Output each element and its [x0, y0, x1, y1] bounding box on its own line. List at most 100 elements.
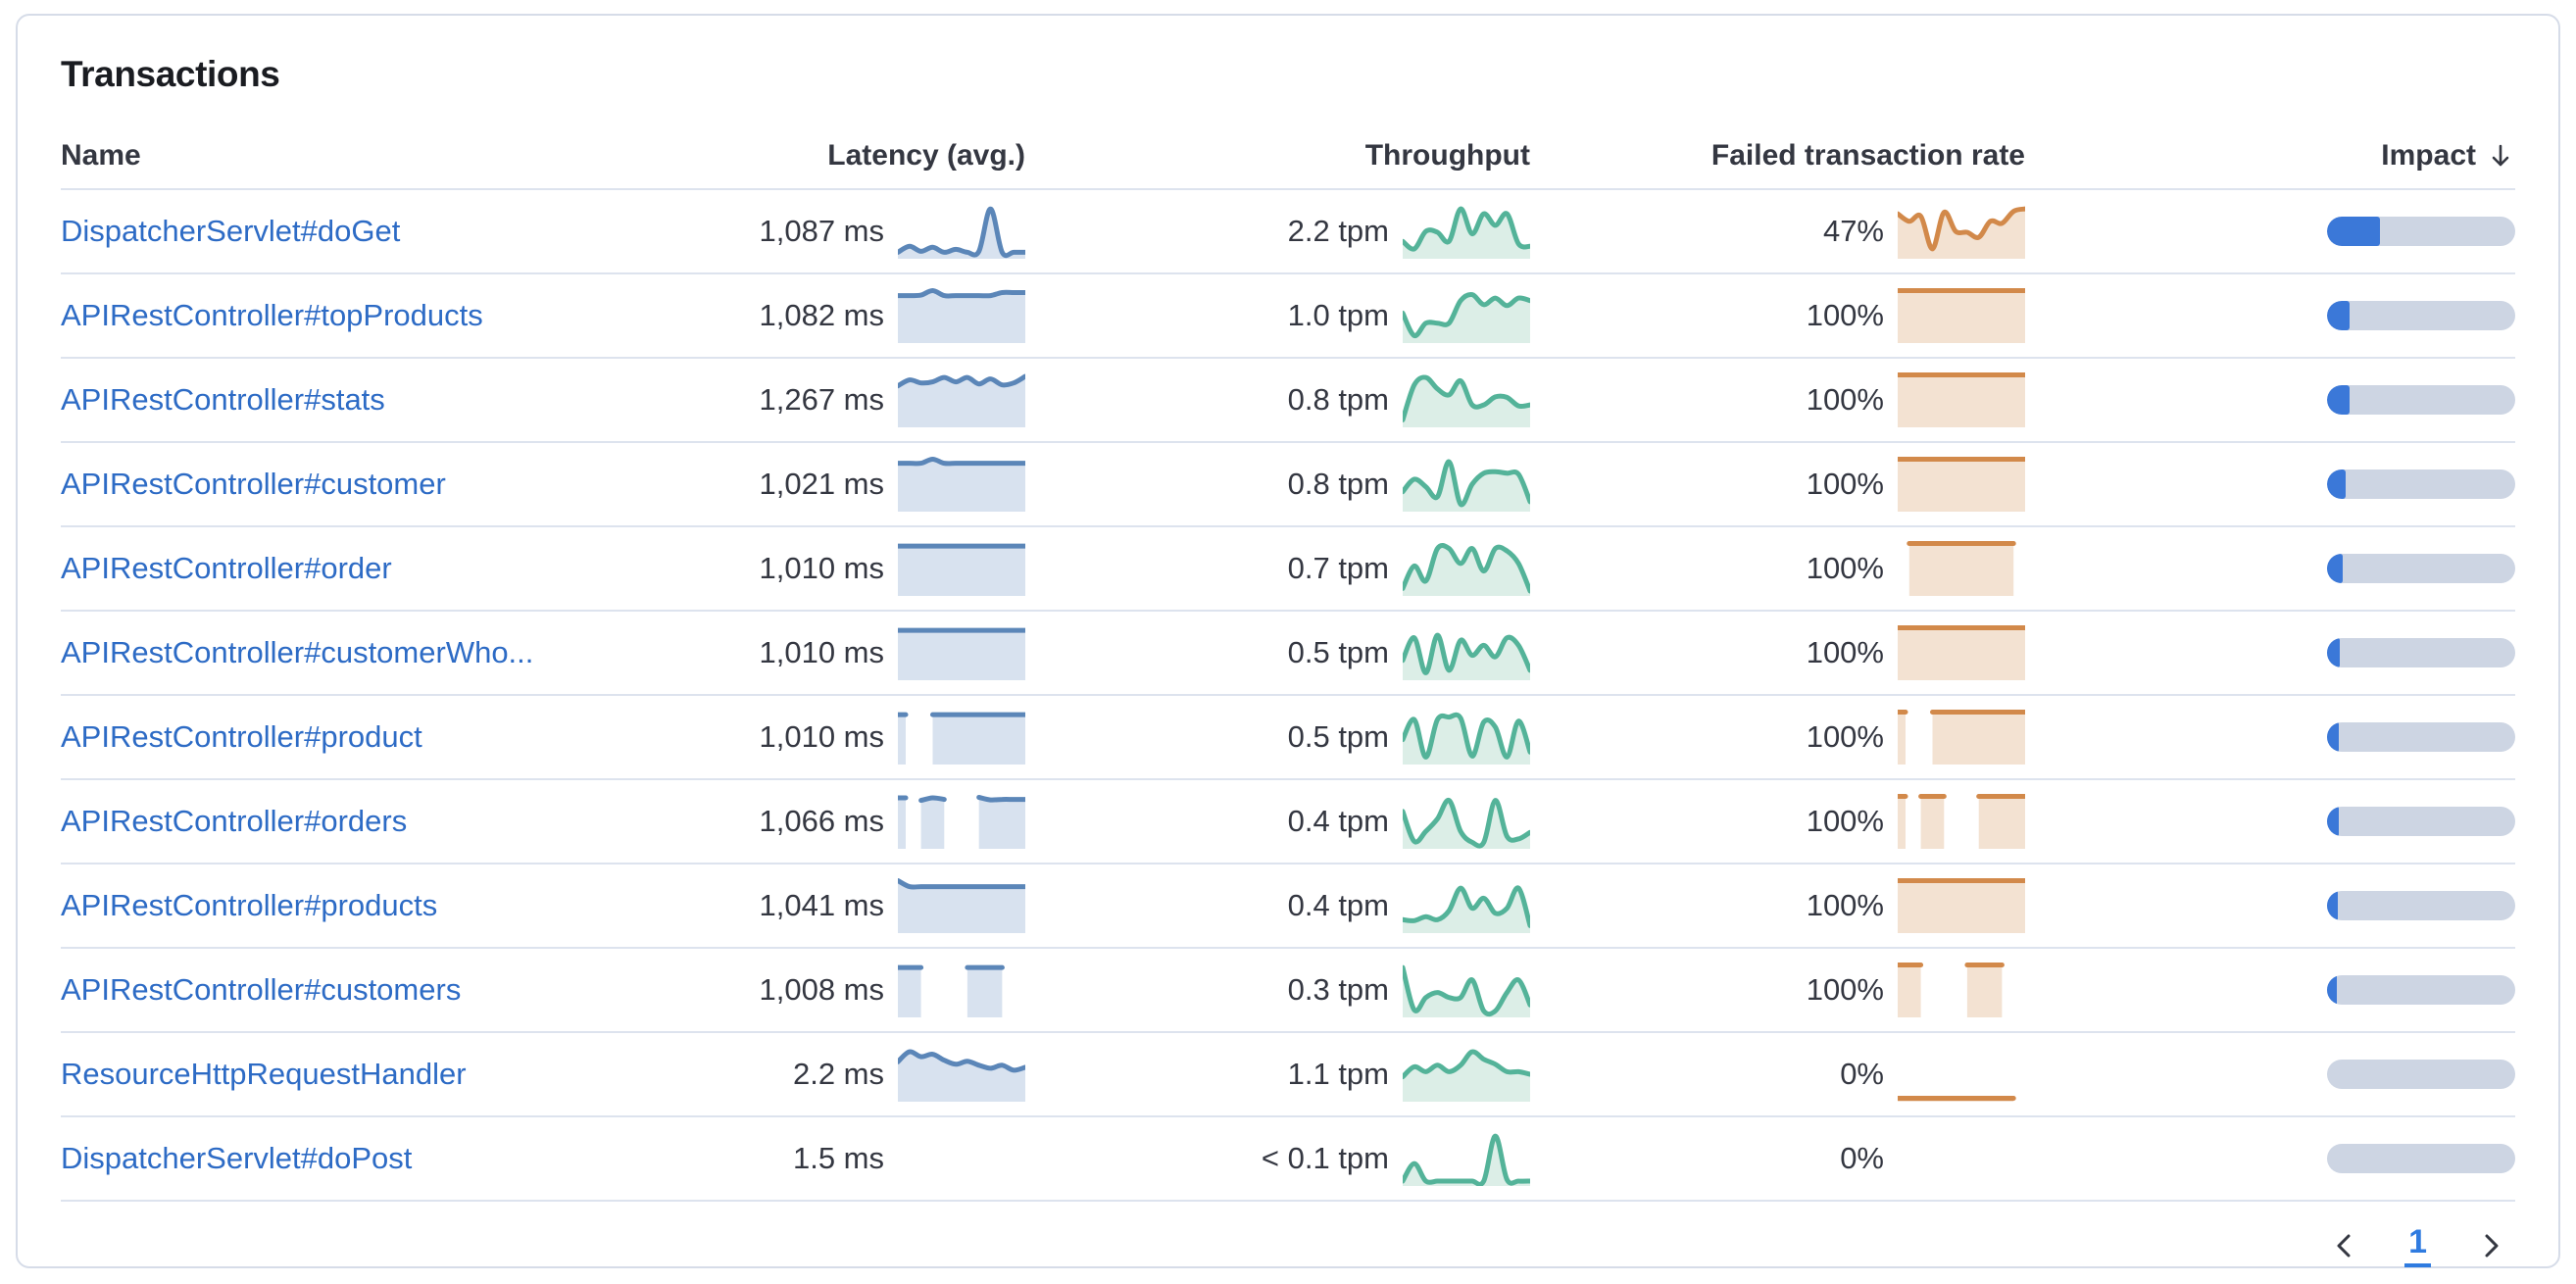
table-row: APIRestController#customer 1,021 ms 0.8 … — [61, 443, 2515, 527]
pagination: 1 — [61, 1223, 2515, 1267]
next-page-button[interactable] — [2472, 1227, 2509, 1264]
throughput-cell: 0.8 tpm — [1025, 372, 1533, 427]
table-body: DispatcherServlet#doGet 1,087 ms 2.2 tpm… — [61, 190, 2515, 1202]
throughput-value: 1.1 tpm — [1287, 1057, 1389, 1091]
throughput-cell: 1.0 tpm — [1025, 288, 1533, 343]
throughput-value: 2.2 tpm — [1287, 214, 1389, 248]
throughput-cell: 0.4 tpm — [1025, 878, 1533, 933]
transaction-link[interactable]: APIRestController#customers — [61, 972, 462, 1007]
panel-title: Transactions — [61, 54, 280, 94]
throughput-value: 0.3 tpm — [1287, 972, 1389, 1007]
previous-page-button[interactable] — [2326, 1227, 2363, 1264]
latency-value: 1,082 ms — [759, 298, 884, 332]
latency-sparkline — [895, 288, 1028, 343]
failed-rate-cell: 47% — [1530, 204, 2028, 259]
failed-rate-value: 100% — [1806, 972, 1884, 1007]
table-row: APIRestController#stats 1,267 ms 0.8 tpm… — [61, 359, 2515, 443]
latency-sparkline — [895, 204, 1028, 259]
latency-cell: 1,267 ms — [614, 372, 1028, 427]
impact-bar-fill — [2327, 469, 2347, 499]
throughput-cell: < 0.1 tpm — [1025, 1131, 1533, 1187]
latency-cell: 1,041 ms — [614, 878, 1028, 933]
latency-cell: 1,010 ms — [614, 541, 1028, 596]
impact-cell — [2025, 807, 2515, 836]
throughput-sparkline — [1400, 288, 1533, 343]
impact-cell — [2025, 1144, 2515, 1173]
impact-bar-fill — [2327, 385, 2351, 415]
name-cell: APIRestController#stats — [61, 382, 614, 418]
transaction-link[interactable]: APIRestController#order — [61, 551, 392, 585]
latency-value: 1,010 ms — [759, 635, 884, 669]
failed-rate-value: 47% — [1822, 214, 1884, 248]
impact-bar — [2327, 807, 2515, 836]
impact-cell — [2025, 469, 2515, 499]
failed-rate-sparkline — [1895, 372, 2028, 427]
failed-rate-value: 100% — [1806, 719, 1884, 754]
impact-cell — [2025, 975, 2515, 1005]
impact-bar-fill — [2327, 217, 2380, 246]
transaction-link[interactable]: DispatcherServlet#doGet — [61, 214, 401, 248]
name-cell: APIRestController#customerWho... — [61, 635, 614, 670]
failed-rate-cell: 100% — [1530, 372, 2028, 427]
impact-bar-fill — [2327, 975, 2337, 1005]
column-header-throughput[interactable]: Throughput — [1364, 139, 1530, 172]
name-cell: DispatcherServlet#doGet — [61, 214, 614, 249]
impact-bar — [2327, 975, 2515, 1005]
impact-bar-fill — [2327, 807, 2339, 836]
impact-bar — [2327, 554, 2515, 583]
transaction-link[interactable]: DispatcherServlet#doPost — [61, 1141, 413, 1175]
transaction-link[interactable]: APIRestController#stats — [61, 382, 385, 417]
throughput-value: 0.4 tpm — [1287, 804, 1389, 838]
latency-value: 1,010 ms — [759, 719, 884, 754]
failed-rate-cell: 100% — [1530, 963, 2025, 1017]
latency-sparkline — [895, 625, 1028, 680]
transaction-link[interactable]: APIRestController#topProducts — [61, 298, 483, 332]
latency-sparkline — [895, 794, 1028, 849]
latency-cell: 1,066 ms — [614, 794, 1028, 849]
throughput-sparkline — [1400, 794, 1533, 849]
latency-value: 2.2 ms — [792, 1057, 884, 1091]
failed-rate-value: 0% — [1840, 1141, 1884, 1175]
column-header-impact[interactable]: Impact — [2381, 139, 2515, 173]
failed-rate-cell: 100% — [1530, 541, 2025, 596]
impact-bar — [2327, 469, 2515, 499]
table-row: APIRestController#customers 1,008 ms 0.3… — [61, 949, 2515, 1033]
failed-rate-cell: 100% — [1530, 878, 2028, 933]
column-header-failed-rate[interactable]: Failed transaction rate — [1710, 139, 2025, 172]
transaction-link[interactable]: APIRestController#customerWho... — [61, 635, 534, 669]
latency-value: 1,041 ms — [759, 888, 884, 922]
latency-value: 1,066 ms — [759, 804, 884, 838]
failed-rate-cell: 0% — [1530, 1047, 2025, 1102]
impact-cell — [2025, 1060, 2515, 1089]
transaction-link[interactable]: APIRestController#orders — [61, 804, 408, 838]
failed-rate-value: 100% — [1806, 467, 1884, 501]
latency-cell: 1,087 ms — [614, 204, 1028, 259]
name-cell: APIRestController#product — [61, 719, 614, 755]
transaction-link[interactable]: APIRestController#customer — [61, 467, 446, 501]
impact-cell — [2025, 638, 2515, 667]
transaction-link[interactable]: APIRestController#product — [61, 719, 422, 754]
latency-value: 1.5 ms — [792, 1141, 884, 1175]
latency-sparkline — [895, 457, 1028, 512]
name-cell: APIRestController#products — [61, 888, 614, 923]
table-row: ResourceHttpRequestHandler 2.2 ms 1.1 tp… — [61, 1033, 2515, 1117]
impact-cell — [2025, 385, 2515, 415]
throughput-sparkline — [1400, 541, 1533, 596]
failed-rate-sparkline — [1898, 541, 2025, 596]
throughput-sparkline — [1400, 1131, 1533, 1187]
impact-bar — [2327, 1144, 2515, 1173]
page-number-1[interactable]: 1 — [2404, 1223, 2431, 1267]
impact-bar-fill — [2327, 891, 2338, 920]
table-header-row: Name Latency (avg.) Throughput Failed tr… — [61, 123, 2515, 190]
transactions-panel: Transactions Name Latency (avg.) Through… — [16, 14, 2560, 1268]
failed-rate-value: 100% — [1806, 382, 1884, 417]
transaction-link[interactable]: ResourceHttpRequestHandler — [61, 1057, 467, 1091]
latency-value: 1,008 ms — [759, 972, 884, 1007]
transaction-link[interactable]: APIRestController#products — [61, 888, 438, 922]
failed-rate-cell: 100% — [1530, 710, 2028, 765]
latency-sparkline — [895, 710, 1028, 765]
column-header-latency[interactable]: Latency (avg.) — [827, 139, 1025, 172]
throughput-cell: 0.7 tpm — [1025, 541, 1533, 596]
throughput-value: 0.4 tpm — [1287, 888, 1389, 922]
